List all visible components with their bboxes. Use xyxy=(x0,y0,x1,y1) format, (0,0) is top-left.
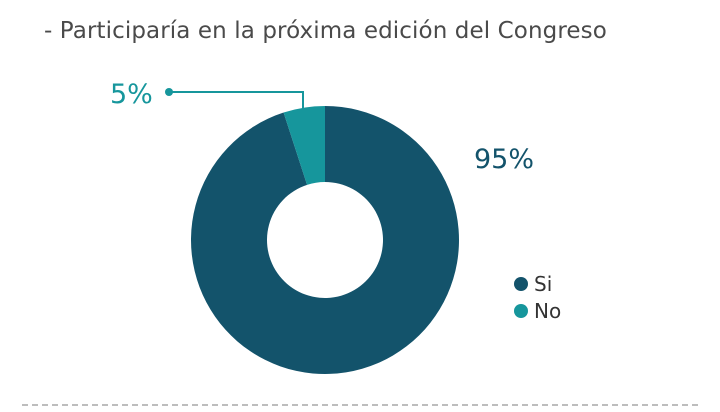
label-si-value: 95% xyxy=(474,144,534,175)
chart-title: - Participaría en la próxima edición del… xyxy=(44,18,607,44)
label-no-value: 5% xyxy=(110,79,153,110)
dashed-divider xyxy=(22,404,698,406)
donut-slices xyxy=(190,106,460,374)
legend-swatch-no xyxy=(514,304,528,318)
slice-si xyxy=(190,106,460,374)
slice-no xyxy=(283,106,325,185)
legend: Si No xyxy=(514,272,561,323)
slice-labels: 95% 5% xyxy=(110,79,534,175)
leader-dot-no xyxy=(165,88,173,96)
legend-label-si: Si xyxy=(534,272,552,296)
leader-line-no xyxy=(169,91,304,110)
legend-swatch-si xyxy=(514,277,528,291)
legend-label-no: No xyxy=(534,299,561,323)
